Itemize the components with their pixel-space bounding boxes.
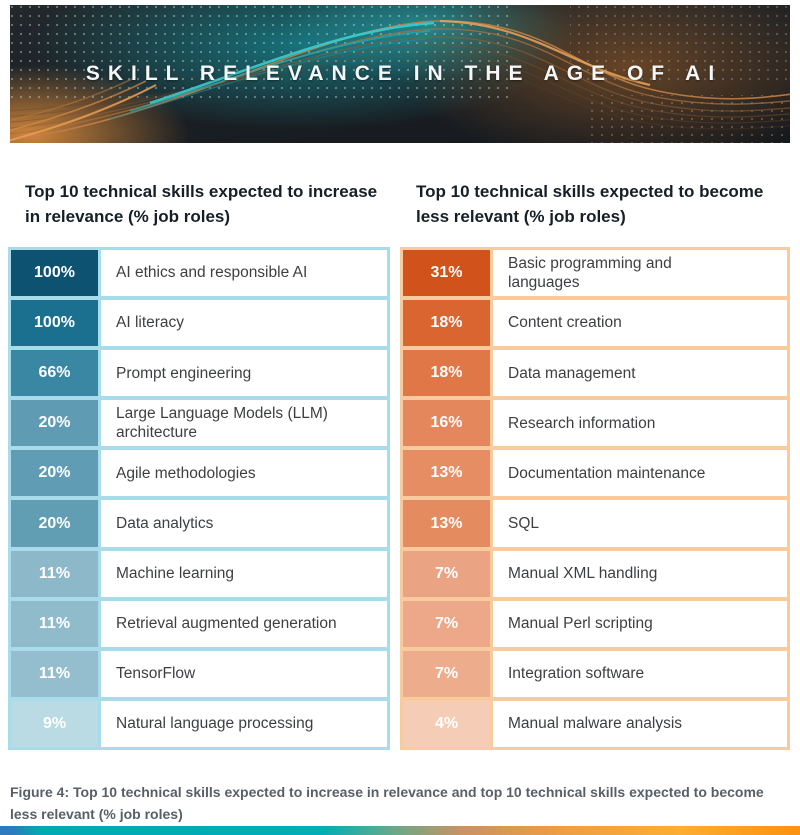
skill-label: Data management [493, 350, 787, 397]
table-row: 16% Research information [403, 400, 787, 447]
skill-label: Content creation [493, 300, 787, 347]
percent-cell: 13% [403, 500, 490, 547]
skill-label: Manual XML handling [493, 550, 787, 597]
skill-label: Documentation maintenance [493, 450, 787, 497]
table-row: 11% Retrieval augmented generation [11, 600, 387, 647]
skill-label: Basic programming and languages [493, 250, 787, 297]
table-row: 11% Machine learning [11, 550, 387, 597]
skill-label: Agile methodologies [101, 450, 387, 497]
table-row: 7% Manual XML handling [403, 550, 787, 597]
table-row: 100% AI ethics and responsible AI [11, 250, 387, 297]
skill-label: Machine learning [101, 550, 387, 597]
percent-cell: 66% [11, 350, 98, 397]
skill-label: AI literacy [101, 300, 387, 347]
hero-title: SKILL RELEVANCE IN THE AGE OF AI [85, 62, 723, 85]
percent-cell: 11% [11, 550, 98, 597]
table-increase-rows: 100% AI ethics and responsible AI 100% A… [8, 247, 390, 750]
table-row: 13% SQL [403, 500, 787, 547]
table-row: 18% Content creation [403, 300, 787, 347]
skill-label: Data analytics [101, 500, 387, 547]
table-row: 100% AI literacy [11, 300, 387, 347]
percent-cell: 100% [11, 300, 98, 347]
percent-cell: 20% [11, 450, 98, 497]
table-row: 7% Integration software [403, 650, 787, 697]
skill-label: Retrieval augmented generation [101, 600, 387, 647]
table-row: 7% Manual Perl scripting [403, 600, 787, 647]
table-decrease-rows: 31% Basic programming and languages 18% … [400, 247, 790, 750]
column-headings: Top 10 technical skills expected to incr… [0, 180, 800, 229]
percent-cell: 18% [403, 300, 490, 347]
table-row: 11% TensorFlow [11, 650, 387, 697]
table-decrease: 31% Basic programming and languages 18% … [400, 247, 790, 750]
skill-label: Natural language processing [101, 700, 387, 747]
skill-label: TensorFlow [101, 650, 387, 697]
table-row: 18% Data management [403, 350, 787, 397]
table-row: 4% Manual malware analysis [403, 700, 787, 747]
table-row: 20% Agile methodologies [11, 450, 387, 497]
percent-cell: 18% [403, 350, 490, 397]
heading-decrease: Top 10 technical skills expected to beco… [416, 182, 764, 226]
percent-cell: 9% [11, 700, 98, 747]
hero-wave-graphic [10, 5, 790, 143]
table-row: 66% Prompt engineering [11, 350, 387, 397]
percent-cell: 7% [403, 650, 490, 697]
skill-label: Integration software [493, 650, 787, 697]
footer-gradient-bar [0, 826, 800, 835]
skill-label: Manual Perl scripting [493, 600, 787, 647]
skill-label: Manual malware analysis [493, 700, 787, 747]
tables-row: 100% AI ethics and responsible AI 100% A… [8, 247, 790, 750]
table-row: 13% Documentation maintenance [403, 450, 787, 497]
table-row: 9% Natural language processing [11, 700, 387, 747]
skill-label: AI ethics and responsible AI [101, 250, 387, 297]
skill-label: SQL [493, 500, 787, 547]
skill-label: Prompt engineering [101, 350, 387, 397]
figure-caption: Figure 4: Top 10 technical skills expect… [10, 784, 764, 822]
percent-cell: 16% [403, 400, 490, 447]
skill-label: Research information [493, 400, 787, 447]
table-row: 20% Large Language Models (LLM) architec… [11, 400, 387, 447]
table-increase: 100% AI ethics and responsible AI 100% A… [8, 247, 390, 750]
percent-cell: 4% [403, 700, 490, 747]
heading-increase: Top 10 technical skills expected to incr… [25, 182, 378, 226]
percent-cell: 7% [403, 550, 490, 597]
percent-cell: 11% [11, 600, 98, 647]
percent-cell: 11% [11, 650, 98, 697]
percent-cell: 13% [403, 450, 490, 497]
percent-cell: 20% [11, 400, 98, 447]
percent-cell: 7% [403, 600, 490, 647]
table-row: 20% Data analytics [11, 500, 387, 547]
table-row: 31% Basic programming and languages [403, 250, 787, 297]
percent-cell: 100% [11, 250, 98, 297]
skill-label: Large Language Models (LLM) architecture [101, 400, 387, 447]
percent-cell: 20% [11, 500, 98, 547]
percent-cell: 31% [403, 250, 490, 297]
hero-banner: SKILL RELEVANCE IN THE AGE OF AI [10, 5, 790, 143]
